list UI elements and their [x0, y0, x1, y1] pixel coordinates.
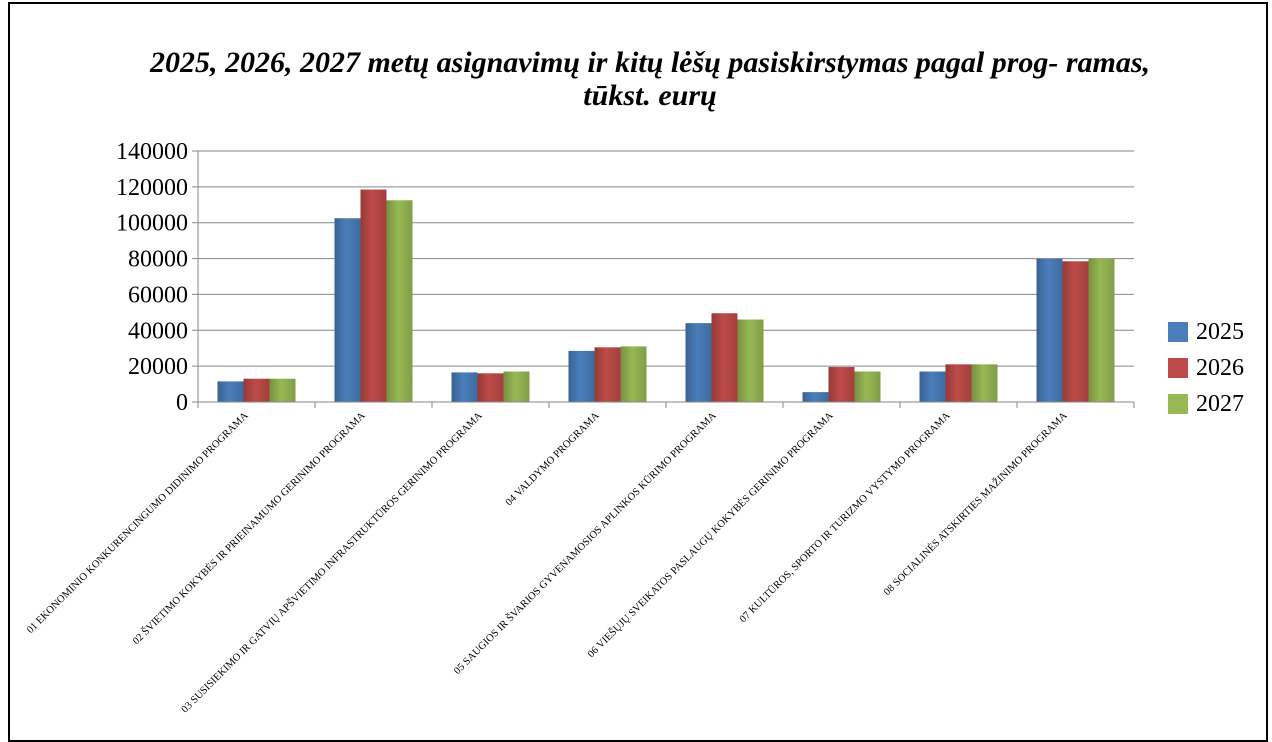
x-tick-label: 02 ŠVIETIMO KOKYBĖS IR PRIEINAMUMO GERIN… — [130, 409, 368, 647]
bar-2026-6 — [828, 367, 855, 402]
bar-2025-7 — [919, 371, 946, 402]
x-tick-label: 08 SOCIALINĖS ATSKIRTIES MAŽINIMO PROGRA… — [881, 409, 1070, 598]
y-tick-label: 60000 — [128, 282, 188, 308]
axes — [197, 151, 1135, 408]
legend-label: 2027 — [1196, 390, 1244, 417]
bar-chart: 020000400006000080000100000120000140000 … — [25, 139, 1135, 715]
bar-2027-7 — [971, 364, 998, 402]
bar-2025-5 — [685, 323, 712, 402]
bar-2027-6 — [854, 371, 881, 402]
chart-title: 2025, 2026, 2027 metų asignavimų ir kitų… — [149, 46, 1151, 112]
y-tick-label: 20000 — [128, 354, 188, 380]
y-tick-label: 120000 — [116, 175, 188, 201]
legend-swatch — [1168, 322, 1188, 342]
bars — [217, 189, 1115, 402]
x-tick-label: 07 KULTŪROS, SPORTO IR TURIZMO VYSTYMO P… — [737, 409, 953, 625]
y-tick-label: 80000 — [128, 247, 188, 273]
bar-2027-5 — [737, 319, 764, 402]
legend-label: 2025 — [1196, 318, 1244, 345]
bar-2026-4 — [594, 347, 621, 402]
legend-item-2027: 2027 — [1168, 390, 1244, 418]
bar-2025-3 — [451, 372, 478, 402]
x-tick-label: 04 VALDYMO PROGRAMA — [504, 410, 602, 508]
legend-label: 2026 — [1196, 354, 1244, 381]
y-tick-label: 140000 — [116, 139, 188, 165]
y-tick-label: 100000 — [116, 211, 188, 237]
bar-2026-3 — [477, 373, 504, 402]
legend-swatch — [1168, 358, 1188, 378]
bar-2026-1 — [243, 378, 270, 402]
bar-2027-2 — [386, 200, 413, 402]
x-tick-label: 06 VIEŠŲJŲ SVEIKATOS PASLAUGŲ KOKYBĖS GE… — [585, 409, 836, 660]
x-tick-labels: 01 EKONOMINIO KONKURENCINGUMO DIDINIMO P… — [25, 409, 1070, 715]
legend-item-2025: 2025 — [1168, 318, 1244, 346]
bar-2025-1 — [217, 381, 244, 402]
y-tick-labels: 0 20000 40000 60000 80000 100000 120000 140000 — [116, 139, 188, 416]
bar-2025-6 — [802, 392, 829, 402]
y-tick-label: 0 — [176, 390, 188, 416]
bar-2026-2 — [360, 189, 387, 402]
y-tick-label: 40000 — [128, 318, 188, 344]
x-tick-label: 05 SAUGIOS IR ŠVARIOS GYVENAMOSIOS APLIN… — [451, 409, 719, 677]
bar-2025-8 — [1036, 258, 1063, 402]
bar-2025-2 — [334, 218, 361, 402]
bar-2025-4 — [568, 350, 595, 402]
bar-2027-3 — [503, 371, 530, 402]
bar-2027-8 — [1088, 258, 1115, 402]
x-tick-label: 03 SUSISIEKIMO IR GATVIŲ APŠVIETIMO INFR… — [179, 409, 485, 715]
legend-item-2026: 2026 — [1168, 354, 1244, 382]
bar-2026-8 — [1062, 261, 1089, 402]
legend-swatch — [1168, 394, 1188, 414]
bar-2026-5 — [711, 313, 738, 402]
bar-2026-7 — [945, 364, 972, 402]
bar-2027-1 — [269, 378, 296, 402]
bar-2027-4 — [620, 346, 647, 402]
x-tick-label: 01 EKONOMINIO KONKURENCINGUMO DIDINIMO P… — [25, 410, 251, 636]
